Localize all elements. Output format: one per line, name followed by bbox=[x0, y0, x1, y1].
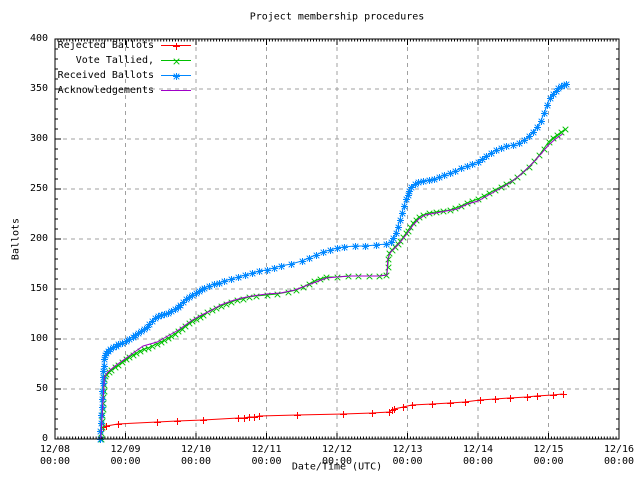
legend: Rejected Ballots Vote Tallied, Received … bbox=[57, 38, 193, 98]
legend-row-acknowledgements: Acknowledgements bbox=[57, 83, 193, 98]
y-tick-label: 300 bbox=[29, 133, 48, 144]
x-axis-label: Date/Time (UTC) bbox=[291, 461, 383, 473]
y-tick-label: 100 bbox=[29, 333, 48, 344]
y-tick-label: 400 bbox=[29, 33, 48, 44]
y-tick-label: 250 bbox=[29, 183, 48, 194]
series-line-2 bbox=[99, 83, 567, 440]
series-markers-0 bbox=[100, 391, 567, 431]
x-tick-label: 12/16 00:00 bbox=[603, 444, 635, 467]
series-line-1 bbox=[100, 128, 566, 440]
y-tick-label: 150 bbox=[29, 283, 48, 294]
legend-sample-plus-icon bbox=[161, 43, 191, 50]
x-tick-label: 12/09 00:00 bbox=[110, 444, 141, 467]
legend-sample-path bbox=[161, 73, 191, 80]
chart-title: Project membership procedures bbox=[249, 11, 425, 23]
legend-row-tallied: Vote Tallied, bbox=[57, 53, 193, 68]
x-tick-label: 12/08 00:00 bbox=[39, 444, 71, 467]
x-tick-label: 12/15 00:00 bbox=[533, 444, 564, 467]
legend-row-rejected: Rejected Ballots bbox=[57, 38, 193, 53]
y-tick-label: 350 bbox=[29, 83, 48, 94]
legend-sample-asterisk-icon bbox=[161, 73, 191, 80]
legend-row-received: Received Ballots bbox=[57, 68, 193, 83]
y-tick-label: 0 bbox=[41, 433, 48, 444]
series-line-0 bbox=[102, 393, 563, 428]
legend-sample-path bbox=[161, 43, 191, 50]
legend-sample-path bbox=[161, 58, 191, 65]
y-tick-label: 200 bbox=[29, 233, 48, 244]
legend-label-rejected: Rejected Ballots bbox=[57, 40, 154, 51]
x-tick-label: 12/13 00:00 bbox=[392, 444, 423, 467]
legend-label-tallied: Vote Tallied, bbox=[75, 55, 154, 66]
legend-label-received: Received Ballots bbox=[57, 70, 154, 81]
x-tick-label: 12/11 00:00 bbox=[251, 444, 282, 467]
x-tick-label: 12/12 00:00 bbox=[321, 444, 353, 467]
series-line-3 bbox=[100, 133, 563, 440]
x-tick-label: 12/10 00:00 bbox=[180, 444, 212, 467]
legend-label-acknowledgements: Acknowledgements bbox=[57, 85, 154, 96]
axis-ticks bbox=[54, 38, 620, 440]
series-markers-1 bbox=[98, 126, 569, 443]
grid-lines bbox=[55, 39, 619, 439]
legend-sample-cross-icon bbox=[161, 58, 191, 65]
legend-sample-line-icon bbox=[161, 90, 191, 91]
y-tick-label: 50 bbox=[35, 383, 48, 394]
x-tick-label: 12/14 00:00 bbox=[462, 444, 494, 467]
